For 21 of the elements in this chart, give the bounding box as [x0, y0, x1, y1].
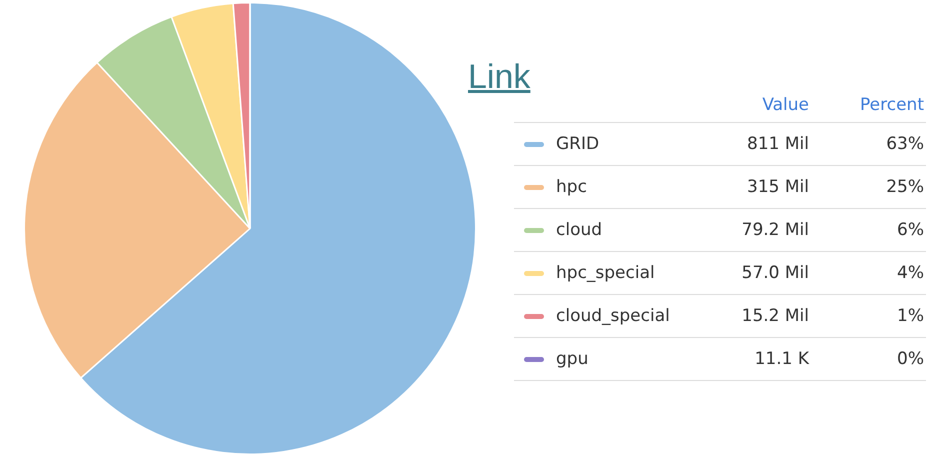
legend-label: cloud: [556, 220, 604, 240]
data-label: 79.2 Mil: [740, 220, 809, 240]
data-label: 315 Mil: [746, 177, 809, 197]
text: 0%: [896, 349, 924, 369]
text: 25%: [885, 177, 924, 197]
text: 1%: [896, 306, 924, 326]
data-label: 57.0 Mil: [740, 263, 809, 283]
data-label: 11.1 K: [754, 349, 809, 369]
legend-label: hpc_special: [556, 263, 656, 283]
text: Percent: [859, 95, 924, 115]
text: 6%: [896, 220, 924, 240]
data-label: 811 Mil: [746, 134, 809, 154]
legend-label: cloud_special: [556, 306, 671, 326]
legend-label: GRID: [556, 134, 600, 154]
text: 63%: [885, 134, 924, 154]
text: Link: [468, 58, 530, 97]
legend-label: hpc: [556, 177, 588, 197]
data-label: 15.2 Mil: [740, 306, 809, 326]
text: Value: [761, 95, 809, 115]
legend-label: gpu: [556, 349, 590, 369]
text: 4%: [896, 263, 924, 283]
